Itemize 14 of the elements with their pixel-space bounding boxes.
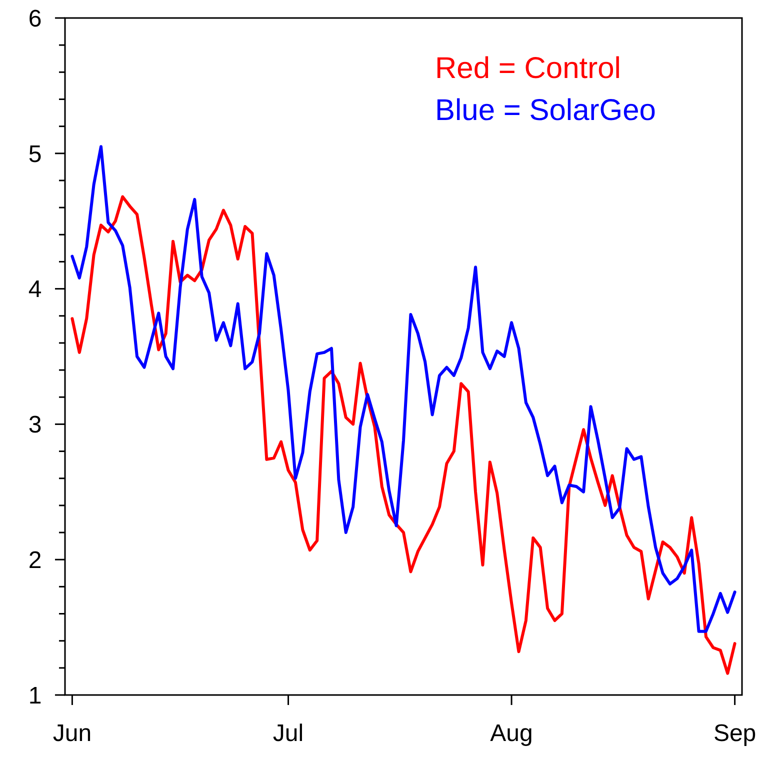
y-tick-label: 3 [28, 412, 42, 439]
x-tick-label: Aug [490, 720, 533, 747]
text: Red = Control [435, 52, 621, 85]
y-tick-label: 1 [28, 682, 42, 710]
y-tick-label: 6 [28, 5, 42, 32]
x-tick-label: Jun [52, 720, 92, 747]
line-series [70, 195, 736, 675]
x-tick-label: Jul [272, 720, 304, 747]
x-tick-label: Sep [713, 720, 756, 747]
y-tick-label: 5 [28, 140, 42, 168]
y-tick-label: 4 [28, 276, 42, 304]
y-tick-label: 2 [28, 547, 42, 574]
line-series [70, 145, 736, 633]
text: Blue = SolarGeo [435, 94, 656, 127]
